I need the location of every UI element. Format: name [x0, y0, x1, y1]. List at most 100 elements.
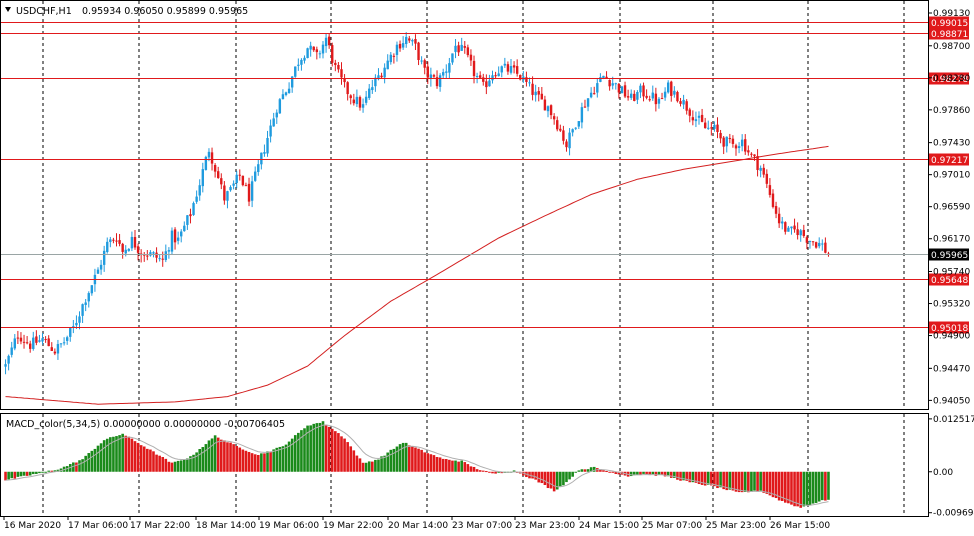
macd-bar	[552, 471, 556, 492]
price-panel[interactable]	[0, 0, 929, 410]
candle-body	[355, 96, 359, 105]
candle-body	[260, 152, 263, 165]
candle-body	[583, 106, 587, 108]
candle-body	[263, 152, 266, 154]
macd-bar	[256, 454, 260, 472]
macd-bar	[358, 458, 362, 472]
dropdown-triangle-icon[interactable]	[5, 7, 11, 12]
macd-bar	[494, 471, 497, 474]
macd-bar	[614, 471, 618, 474]
candle-body	[269, 125, 272, 137]
macd-bar	[281, 446, 285, 472]
candle-body	[814, 242, 818, 248]
candle-body	[59, 343, 63, 345]
candle-body	[639, 85, 642, 93]
candle-body	[688, 109, 691, 116]
candle-body	[441, 72, 445, 76]
level-label: 0.95648	[931, 276, 968, 286]
candle-body	[577, 121, 581, 127]
candle-body	[580, 107, 584, 123]
price-tick-label: 0.98700	[933, 42, 970, 52]
macd-bar	[700, 471, 704, 485]
macd-bar	[676, 471, 679, 480]
candle-body	[238, 174, 241, 176]
macd-bar	[472, 466, 476, 472]
macd-bar	[417, 448, 420, 472]
macd-bar	[725, 471, 729, 491]
macd-bar	[562, 471, 565, 486]
macd-bar	[213, 435, 217, 472]
candle-body	[112, 239, 115, 241]
level-label-bg	[929, 72, 969, 85]
macd-bar	[244, 450, 248, 472]
macd-bar	[777, 471, 781, 501]
macd-bar	[722, 471, 725, 490]
candle-body	[386, 60, 389, 70]
candle-body	[247, 183, 251, 202]
candle-body	[19, 337, 23, 342]
macd-bar	[13, 471, 17, 479]
candle-body	[408, 38, 411, 41]
candle-body	[287, 88, 291, 94]
candle-body	[232, 183, 235, 186]
candle-body	[13, 338, 16, 349]
candle-body	[614, 83, 617, 85]
time-tick-label: 25 Mar 07:00	[642, 521, 702, 531]
candle-body	[451, 53, 454, 63]
macd-bar	[349, 446, 353, 472]
candle-body	[494, 75, 497, 77]
macd-bar	[38, 471, 41, 474]
macd-bar	[321, 421, 325, 472]
macd-bar	[543, 471, 547, 486]
candle-body	[331, 45, 334, 63]
candle-body	[472, 60, 476, 77]
macd-bar	[827, 471, 830, 500]
candle-body	[90, 285, 94, 294]
candle-body	[534, 91, 537, 96]
candle-body	[35, 336, 38, 343]
macd-bar	[420, 449, 423, 472]
macd-bar	[303, 428, 306, 472]
candle-body	[654, 93, 658, 105]
macd-bar	[19, 471, 23, 477]
time-tick-label: 24 Mar 15:00	[579, 521, 639, 531]
candle-body	[435, 77, 439, 87]
candle-body	[127, 248, 131, 251]
candle-body	[149, 252, 152, 256]
candle-body	[703, 122, 707, 129]
macd-bar	[512, 470, 516, 472]
candle-body	[180, 231, 183, 237]
macd-bar	[463, 462, 467, 472]
macd-bar	[164, 458, 168, 472]
candle-body	[710, 127, 713, 129]
candle-body	[294, 66, 297, 77]
macd-bar	[559, 471, 562, 487]
macd-bar	[324, 424, 328, 472]
macd-bar	[697, 471, 701, 485]
candle-body	[109, 239, 112, 243]
macd-bar	[367, 461, 371, 472]
candle-body	[69, 327, 72, 337]
macd-bar	[703, 471, 707, 486]
macd-bar	[389, 449, 393, 472]
macd-bar	[574, 471, 578, 473]
candle-body	[411, 40, 414, 42]
vertical-grid	[42, 1, 905, 516]
macd-bar	[657, 471, 661, 475]
macd-bar	[429, 454, 433, 472]
candle-body	[497, 73, 500, 77]
macd-bar	[173, 461, 177, 472]
macd-bar	[284, 444, 288, 472]
macd-bar	[713, 471, 716, 487]
macd-bar	[56, 469, 60, 472]
price-tick-label: 0.99130	[933, 9, 970, 19]
macd-bar	[534, 471, 537, 480]
candle-body	[630, 93, 633, 98]
candle-body	[133, 237, 137, 248]
candle-body	[568, 132, 571, 149]
macd-bar	[337, 433, 340, 472]
candle-body	[824, 242, 827, 253]
price-tick-label: 0.94900	[933, 332, 970, 342]
macd-axis: 0.0125173 0.00 -0.009694	[928, 415, 974, 519]
